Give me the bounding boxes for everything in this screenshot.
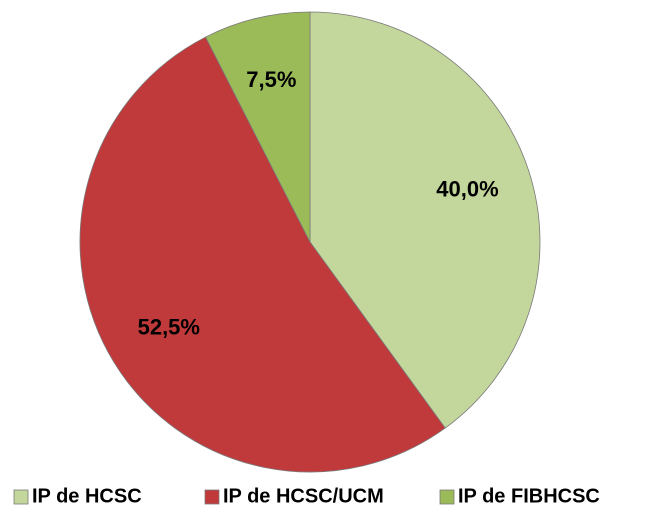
slice-label: 40,0% <box>436 177 498 202</box>
legend-label: IP de HCSC <box>32 485 142 507</box>
legend-swatch <box>204 489 220 505</box>
legend-label: IP de FIBHCSC <box>458 485 600 507</box>
slice-label: 7,5% <box>246 67 296 92</box>
legend-label: IP de HCSC/UCM <box>223 485 384 507</box>
pie-slice <box>205 11 311 243</box>
pie-slice <box>79 36 446 473</box>
legend-swatch <box>439 489 455 505</box>
slice-label: 52,5% <box>138 314 200 339</box>
legend-swatch <box>13 489 29 505</box>
pie-slice <box>309 11 541 429</box>
